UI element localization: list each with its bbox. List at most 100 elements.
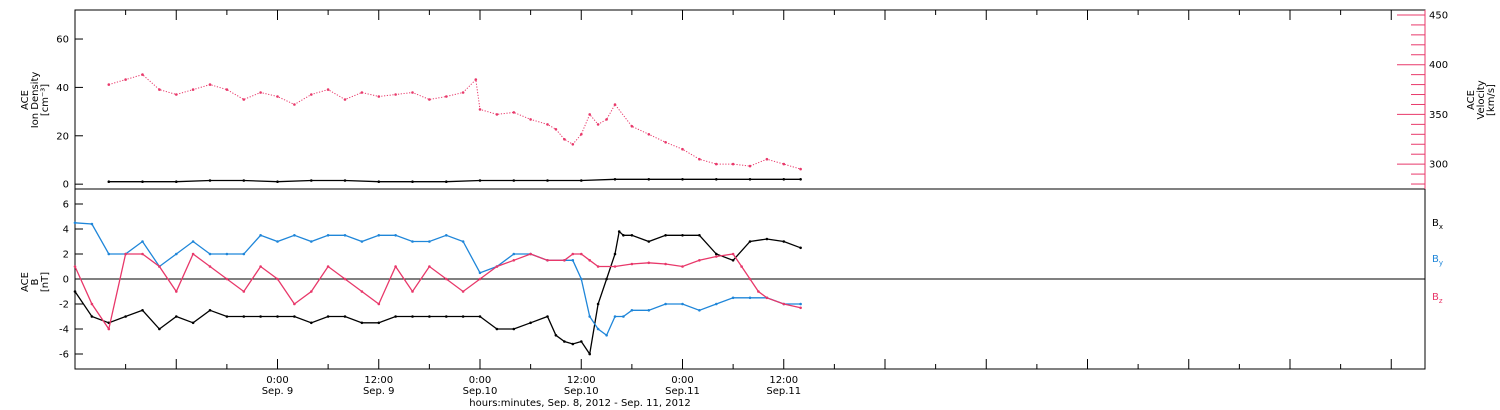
velocity-axis-title: ACE Velocity [km/s] bbox=[1466, 80, 1497, 119]
bx-point bbox=[731, 259, 735, 262]
bx-point bbox=[698, 234, 701, 237]
bz-point bbox=[740, 265, 743, 268]
bz-point bbox=[681, 265, 684, 268]
velocity-point bbox=[478, 108, 482, 111]
bz-point bbox=[208, 265, 212, 268]
by-point bbox=[630, 309, 634, 312]
date-tick-label: Sep. 9 bbox=[262, 386, 294, 397]
velocity-tick-label: 300 bbox=[1429, 160, 1448, 171]
density-point bbox=[748, 178, 752, 181]
bz-point bbox=[394, 265, 397, 268]
bz-point bbox=[124, 252, 127, 256]
bz-point bbox=[478, 277, 482, 281]
velocity-point bbox=[293, 103, 296, 106]
date-tick-label: Sep.10 bbox=[463, 386, 498, 397]
velocity-tick-label: 350 bbox=[1429, 110, 1448, 121]
velocity-point bbox=[580, 133, 583, 136]
velocity-tick-label: 450 bbox=[1429, 10, 1448, 21]
velocity-point bbox=[343, 98, 347, 101]
magnetic-field-axis-title-line2: B bbox=[30, 278, 41, 285]
velocity-point bbox=[588, 113, 591, 116]
bz-point bbox=[512, 259, 516, 262]
legend-bx: Bx bbox=[1432, 218, 1443, 231]
date-tick-label: Sep.11 bbox=[665, 386, 700, 397]
bz-point bbox=[613, 265, 617, 268]
by-point bbox=[698, 309, 701, 312]
bz-point bbox=[748, 277, 752, 281]
density-axis-ticks: 0 20 40 60 bbox=[56, 35, 83, 191]
bz-point bbox=[546, 259, 549, 262]
by-point bbox=[310, 240, 313, 243]
bx-point bbox=[512, 327, 516, 331]
b-tick-label: 0 bbox=[63, 275, 69, 286]
x-axis-label: hours:minutes, Sep. 8, 2012 - Sep. 11, 2… bbox=[469, 398, 690, 409]
velocity-point bbox=[276, 95, 279, 98]
bx-point bbox=[259, 315, 262, 318]
series-layer bbox=[73, 73, 802, 356]
bx-point bbox=[191, 321, 195, 325]
bx-point bbox=[461, 315, 465, 318]
density-point bbox=[782, 178, 786, 181]
bx-point bbox=[208, 309, 212, 312]
bx-point bbox=[495, 327, 499, 331]
velocity-axis-title-line1: ACE bbox=[1466, 90, 1477, 110]
by-point bbox=[394, 234, 397, 237]
bx-point bbox=[681, 234, 684, 237]
velocity-point bbox=[546, 123, 549, 126]
bx-point bbox=[715, 252, 718, 256]
bz-point bbox=[158, 265, 161, 268]
bx-point bbox=[428, 315, 431, 318]
by-point bbox=[512, 252, 516, 256]
velocity-point bbox=[191, 88, 195, 91]
by-point bbox=[605, 334, 608, 337]
bz-point bbox=[107, 327, 111, 331]
bx-point bbox=[73, 290, 77, 293]
bz-point bbox=[191, 252, 195, 256]
time-tick-label: 12:00 bbox=[567, 375, 596, 386]
density-tick-label: 0 bbox=[63, 180, 69, 191]
bx-point bbox=[242, 315, 246, 318]
b-tick-label: -2 bbox=[59, 300, 69, 311]
bx-line bbox=[74, 230, 801, 356]
date-tick-label: Sep. 9 bbox=[363, 386, 395, 397]
density-point bbox=[276, 180, 279, 183]
density-point bbox=[343, 179, 347, 182]
bx-point bbox=[124, 315, 127, 318]
bx-point bbox=[377, 321, 381, 325]
bz-point bbox=[495, 265, 499, 268]
velocity-point bbox=[208, 83, 212, 86]
by-point bbox=[191, 240, 195, 243]
velocity-point bbox=[731, 162, 735, 166]
bx-point bbox=[141, 309, 144, 312]
velocity-point bbox=[512, 111, 516, 114]
density-tick-label: 60 bbox=[56, 35, 69, 46]
bz-point bbox=[175, 290, 178, 293]
by-point bbox=[141, 240, 144, 243]
bx-point bbox=[605, 277, 608, 281]
density-point bbox=[242, 179, 246, 182]
density-point bbox=[175, 180, 178, 183]
velocity-point bbox=[554, 128, 558, 131]
bz-line bbox=[74, 252, 801, 331]
bz-point bbox=[259, 265, 262, 268]
bx-point bbox=[343, 315, 347, 318]
velocity-axis-title-line3: [km/s] bbox=[1486, 84, 1497, 116]
density-point bbox=[310, 179, 313, 182]
velocity-point bbox=[124, 78, 127, 81]
bx-point bbox=[175, 315, 178, 318]
velocity-axis-ticks: 300 350 400 450 bbox=[1397, 10, 1448, 189]
top-panel-frame bbox=[74, 9, 1426, 190]
b-tick-label: 4 bbox=[63, 225, 69, 236]
bz-point bbox=[360, 290, 364, 293]
velocity-point bbox=[664, 141, 667, 144]
velocity-point bbox=[326, 88, 330, 91]
bx-point bbox=[90, 315, 94, 318]
velocity-point bbox=[571, 143, 575, 146]
density-point bbox=[546, 179, 549, 182]
bz-point bbox=[596, 265, 600, 268]
by-point bbox=[613, 315, 617, 318]
bx-point bbox=[478, 315, 482, 318]
velocity-point bbox=[428, 98, 431, 101]
velocity-point bbox=[474, 78, 478, 81]
bx-point bbox=[310, 321, 313, 325]
